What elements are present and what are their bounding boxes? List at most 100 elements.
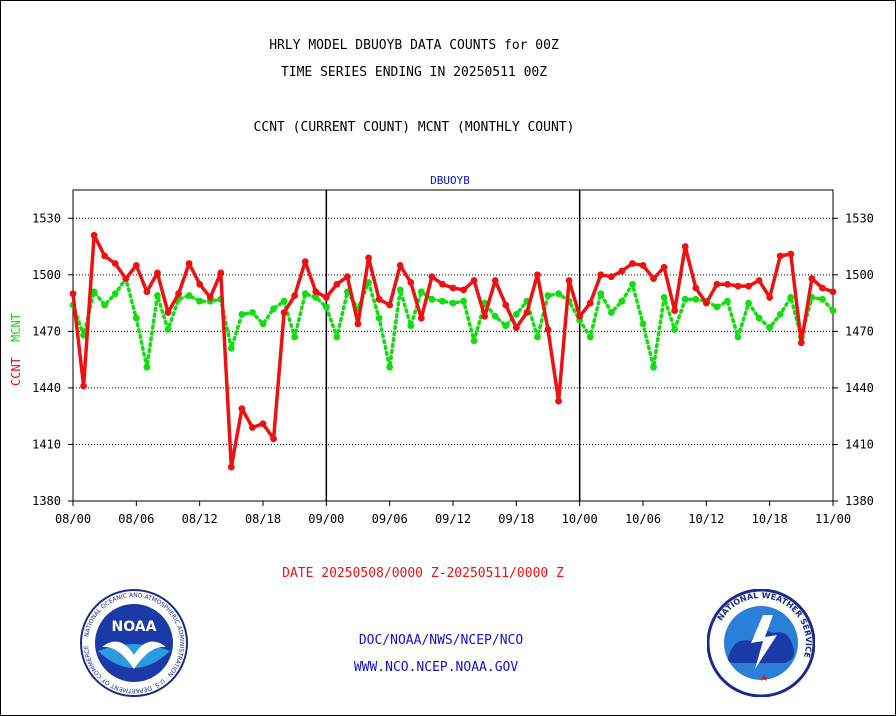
x-tick-label: 08/18 <box>245 512 281 526</box>
mcnt-point <box>280 297 288 305</box>
mcnt-point <box>766 324 774 331</box>
ccnt-point <box>101 252 109 260</box>
mcnt-point <box>534 333 541 341</box>
ccnt-point <box>249 424 256 431</box>
ccnt-point <box>776 252 784 260</box>
ccnt-point <box>206 294 214 301</box>
ccnt-point <box>270 435 277 443</box>
ccnt-point <box>196 280 204 288</box>
ccnt-point <box>111 260 119 267</box>
mcnt-point <box>618 297 626 305</box>
mcnt-point <box>639 320 647 328</box>
ccnt-point <box>164 309 172 316</box>
y-tick-label: 1380 <box>845 494 874 508</box>
ccnt-point <box>745 282 752 290</box>
mcnt-point <box>417 288 425 296</box>
ccnt-point <box>819 284 826 292</box>
ccnt-point <box>650 275 657 282</box>
ccnt-point <box>143 288 151 296</box>
plot-area-border <box>72 189 834 502</box>
ccnt-point <box>692 284 700 292</box>
mcnt-point <box>470 337 478 345</box>
y-tick-label: 1500 <box>845 268 874 282</box>
ccnt-point <box>681 243 689 250</box>
ccnt-point <box>428 273 436 281</box>
mcnt-point <box>249 309 256 316</box>
noaa-logo[interactable]: NOAA NATIONAL OCEANIC AND ATMOSPHERIC AD… <box>80 589 188 697</box>
ccnt-point <box>829 288 837 296</box>
y-tick-label: 1410 <box>845 437 874 451</box>
y-tick-label: 1440 <box>32 381 61 395</box>
ccnt-point <box>217 269 225 277</box>
mcnt-point <box>607 309 615 316</box>
mcnt-point <box>301 290 309 298</box>
mcnt-point <box>502 322 510 330</box>
ccnt-point <box>396 261 404 269</box>
mcnt-point <box>196 297 204 305</box>
y-tick-label: 1470 <box>845 324 874 338</box>
y-tick-label: 1530 <box>32 211 61 225</box>
mcnt-point <box>143 363 151 371</box>
mcnt-point <box>681 295 689 303</box>
y-axis-label-mcnt: MCNT <box>9 313 23 342</box>
chart-subtitle: CCNT (CURRENT COUNT) MCNT (MONTHLY COUNT… <box>253 120 575 135</box>
ccnt-point <box>470 277 478 284</box>
ccnt-point <box>301 258 309 266</box>
grid-lines <box>73 217 833 445</box>
mcnt-point <box>322 303 330 311</box>
mcnt-point <box>312 294 320 301</box>
x-tick-label: 08/00 <box>55 512 91 526</box>
mcnt-point <box>586 333 594 341</box>
y-tick-label: 1440 <box>845 381 874 395</box>
ccnt-point <box>69 290 77 298</box>
ccnt-point <box>755 277 763 284</box>
y-axis-label-ccnt: CCNT <box>9 357 23 386</box>
mcnt-point <box>154 292 161 299</box>
mcnt-point <box>671 326 679 333</box>
mcnt-point <box>512 311 520 318</box>
website-link[interactable]: WWW.NCO.NCEP.NOAA.GOV <box>353 660 519 675</box>
ccnt-point <box>512 324 520 331</box>
ccnt-point <box>132 261 140 269</box>
mcnt-point <box>386 363 394 371</box>
chart-title-line1: HRLY MODEL DBUOYB DATA COUNTS for 00Z <box>269 38 559 53</box>
ccnt-point <box>259 420 267 428</box>
x-tick-label: 08/06 <box>118 512 154 526</box>
y-axis-left-ticks: 1380 1410 1440 1470 1500 1530 <box>32 211 73 508</box>
mcnt-point <box>238 311 246 318</box>
x-tick-label: 09/18 <box>498 512 534 526</box>
ccnt-point <box>671 307 679 315</box>
x-tick-label: 10/18 <box>752 512 788 526</box>
nws-logo[interactable]: NATIONAL WEATHER SERVICE <box>707 589 815 697</box>
ccnt-point <box>90 231 98 239</box>
ccnt-point <box>639 261 647 269</box>
ccnt-point <box>386 301 394 309</box>
x-tick-label: 10/06 <box>625 512 661 526</box>
y-tick-label: 1530 <box>845 211 874 225</box>
ccnt-point <box>460 286 467 294</box>
ccnt-point <box>607 273 615 281</box>
ccnt-point <box>439 280 446 288</box>
y-tick-label: 1380 <box>32 494 61 508</box>
ccnt-point <box>797 339 805 347</box>
mcnt-point <box>629 280 636 288</box>
x-tick-label: 09/12 <box>435 512 471 526</box>
ccnt-point <box>238 405 246 413</box>
series-ccnt <box>69 231 837 471</box>
x-axis-ticks: 08/00 08/06 08/12 08/18 09/00 09/06 09/12 09/18… <box>55 501 851 526</box>
ccnt-point <box>185 260 193 267</box>
x-tick-label: 09/06 <box>372 512 408 526</box>
ccnt-point <box>766 294 774 301</box>
ccnt-point <box>523 309 531 316</box>
ccnt-point <box>629 260 636 267</box>
ccnt-point <box>713 280 721 288</box>
mcnt-point <box>396 286 404 294</box>
mcnt-point <box>365 278 372 286</box>
y-axis-right-ticks: 1380 1410 1440 1470 1500 1530 <box>833 211 874 508</box>
mcnt-point <box>259 320 267 328</box>
ccnt-point <box>154 269 161 277</box>
mcnt-point <box>375 314 383 322</box>
ccnt-line <box>71 233 834 469</box>
mcnt-point <box>111 290 119 298</box>
